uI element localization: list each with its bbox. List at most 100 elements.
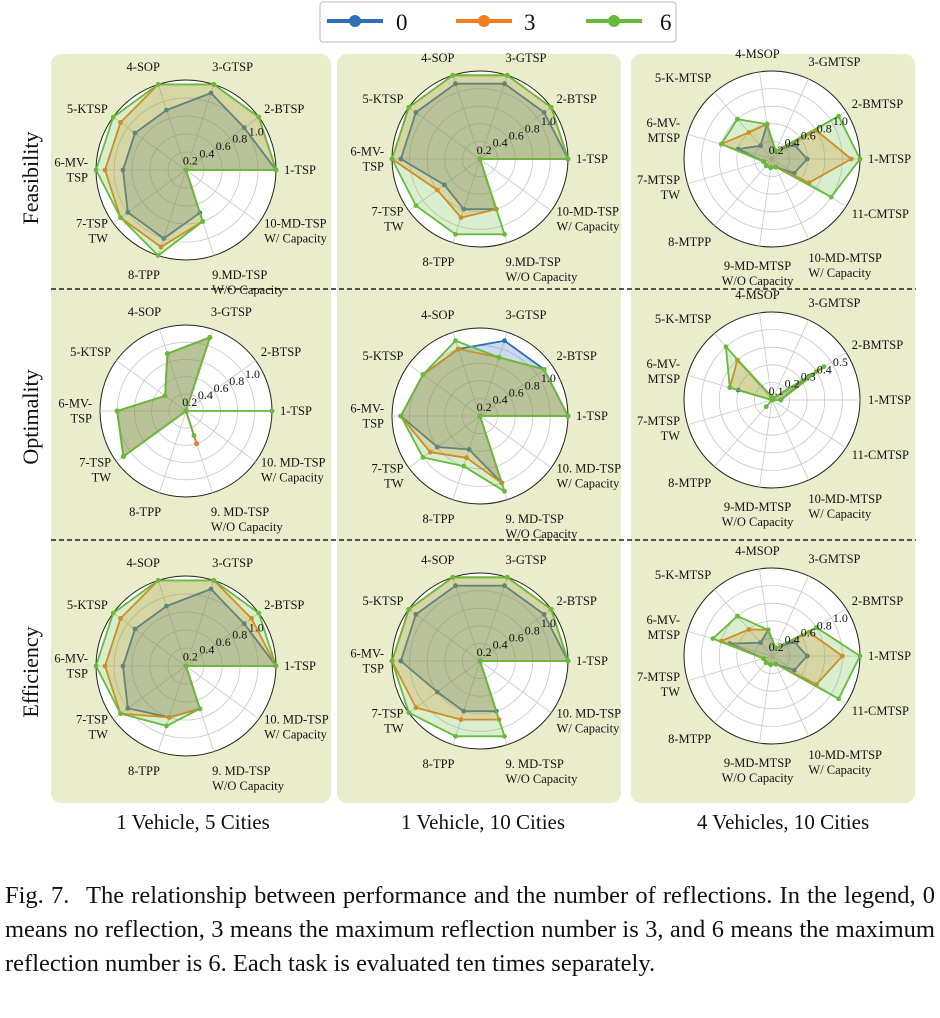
radar-axis-label-line: 3-GTSP	[212, 60, 253, 74]
radar-axis-label-8-tpp: 8-TPP	[129, 505, 161, 519]
radar-point-6-4-sop	[155, 82, 161, 87]
radar-axis-label-line: W/O Capacity	[506, 772, 579, 786]
radar-point-6-11-cmtsp	[769, 397, 775, 403]
radar-point-6-1-mtsp	[857, 653, 863, 659]
radar-point-6-7-tsp-tw	[406, 710, 412, 716]
radar-spoke	[714, 399, 773, 467]
radar-axis-label-10-md-mtsp-w-capacity: 10-MD-MTSP W/ Capacity	[808, 492, 882, 521]
radar-axis-label-line: 2-BTSP	[557, 92, 597, 106]
radar-axis-label-line: 10-MD-MTSP	[808, 492, 882, 506]
radar-point-6-7-tsp-tw	[118, 215, 123, 221]
radar-axis-label-line: 7-TSP	[372, 205, 404, 219]
radar-axis-label-line: 7-TSP	[76, 713, 108, 727]
radar-axis-label-1-mtsp: 1-MTSP	[868, 152, 911, 166]
radar-axis-label-line: 6-MV-	[350, 647, 384, 661]
radar-spoke	[687, 133, 773, 160]
radar-axis-label-line: 6-MV-	[647, 613, 681, 627]
radar-point-0-2-btsp	[541, 110, 547, 115]
radar-point-0-3-gtsp	[502, 338, 507, 344]
radar-axis-label-11-cmtsp: 11-CMTSP	[852, 207, 909, 221]
radar-point-6-5-k-mtsp	[735, 116, 740, 122]
radar-axis-label-line: TSP	[362, 160, 384, 174]
radar-point-6-6-mv-tsp	[389, 156, 395, 162]
radar-efficiency-1-vehicle-5-cities: 0.20.40.60.81.0 1-TSP 2-BTSP 3-GTSP 4-SOP 5-K…	[54, 556, 328, 793]
radar-axis-label-line: 7-TSP	[76, 217, 108, 231]
radar-point-6-2-btsp	[256, 610, 262, 616]
radar-tick-label: 0.3	[801, 370, 816, 384]
radar-axis-label-line: 8-TPP	[423, 255, 455, 269]
radar-point-6-2-btsp	[548, 606, 554, 612]
radar-spoke	[687, 399, 773, 426]
radar-axis-label-4-sop: 4-SOP	[421, 553, 454, 567]
radar-spoke	[687, 158, 773, 185]
radar-point-6-11-cmtsp	[836, 696, 841, 702]
radar-point-0-5-ktsp	[132, 130, 138, 136]
row-title-efficiency: Efficiency	[18, 626, 43, 717]
radar-tick-label: 0.5	[833, 355, 848, 369]
radar-series-6	[712, 615, 861, 700]
radar-point-0-3-gtsp	[208, 90, 214, 96]
radar-point-6-2-btsp	[256, 114, 262, 120]
radar-axis-label-2-btsp: 2-BTSP	[264, 598, 304, 612]
radar-point-3-6-mv-tsp	[102, 663, 108, 669]
radar-point-6-8-tpp	[453, 733, 458, 739]
radar-point-6-5-ktsp	[162, 393, 168, 399]
radar-point-6-9-md-tsp-w-o-capacity	[197, 706, 203, 712]
radar-axis-label-line: 4-SOP	[421, 308, 454, 322]
radar-tick-label: 0.4	[785, 633, 800, 647]
radar-point-6-2-bmtsp	[821, 364, 827, 370]
radar-axis-label-line: W/O Capacity	[506, 527, 579, 541]
radar-axis-label-5-ktsp: 5-KTSP	[70, 345, 111, 359]
radar-axis-label-line: 5-K-MTSP	[655, 568, 711, 582]
radar-axis-label-line: 2-BMTSP	[852, 97, 903, 111]
radar-tick-label: 1.0	[249, 124, 264, 138]
radar-axis-label-line: 10. MD-TSP	[557, 462, 622, 476]
radar-axis-label-6-mv-tsp: 6-MV-TSP	[350, 145, 384, 174]
radar-point-6-6-mv-mtsp	[718, 141, 724, 147]
radar-axis-label-5-ktsp: 5-KTSP	[67, 102, 108, 116]
radar-spoke	[759, 568, 773, 657]
radar-spoke	[759, 312, 773, 401]
radar-axis-label-9-md-tsp-w-o-capacity: 9. MD-TSP W/O Capacity	[212, 764, 285, 793]
radar-point-6-3-gmtsp	[773, 645, 779, 651]
radar-axis-label-line: 3-GMTSP	[808, 55, 860, 69]
radar-tick-label: 0.6	[509, 631, 524, 645]
radar-point-0-4-sop	[453, 81, 458, 87]
radar-axis-label-line: 6-MV-	[54, 652, 88, 666]
radar-axis-label-line: 5-KTSP	[67, 102, 108, 116]
radar-spoke	[157, 580, 187, 667]
radar-axis-label-5-ktsp: 5-KTSP	[363, 92, 404, 106]
column-title-2: 1 Vehicle, 10 Cities	[401, 810, 565, 834]
legend-item-3: 3	[456, 10, 536, 35]
radar-axis-label-line: W/O Capacity	[212, 779, 285, 793]
radar-axis-label-4-sop: 4-SOP	[421, 51, 454, 65]
radar-point-6-3-gtsp	[504, 72, 510, 78]
radar-axis-label-line: 9.MD-TSP	[506, 255, 561, 269]
radar-axis-label-line: 8-MTPP	[668, 476, 711, 490]
radar-axis-label-line: TW	[92, 470, 112, 484]
radar-point-0-5-ktsp	[413, 612, 419, 617]
radar-axis-label-11-cmtsp: 11-CMTSP	[852, 448, 909, 462]
radar-point-6-11-cmtsp	[828, 194, 834, 200]
caption-label: Fig. 7.	[5, 882, 70, 909]
radar-axis-label-7-mtsp-tw: 7-MTSP TW	[637, 414, 680, 443]
radar-axis-label-line: 7-MTSP	[637, 173, 680, 187]
column-title-3: 4 Vehicles, 10 Cities	[697, 810, 869, 834]
radar-axis-label-6-mv-mtsp: 6-MV-MTSP	[647, 357, 681, 386]
figure: 0 3 6 Feasibility Optimality Efficiency …	[18, 1, 916, 834]
radar-axis-label-line: 5-KTSP	[67, 598, 108, 612]
radar-axis-label-6-mv-tsp: 6-MV-TSP	[350, 402, 384, 431]
radar-point-6-8-mtpp	[763, 660, 769, 666]
radar-tick-label: 0.2	[477, 400, 492, 414]
radar-axis-label-5-k-mtsp: 5-K-MTSP	[655, 71, 711, 85]
radar-point-3-8-tpp	[458, 215, 464, 221]
radar-axis-label-line: 4-SOP	[127, 60, 160, 74]
radar-axis-label-line: 7-MTSP	[637, 414, 680, 428]
radar-axis-label-2-btsp: 2-BTSP	[557, 349, 597, 363]
radar-axis-label-3-gmtsp: 3-GMTSP	[808, 296, 860, 310]
radar-axis-label-line: 7-TSP	[372, 462, 404, 476]
radar-axis-label-line: 11-CMTSP	[852, 704, 909, 718]
radar-axis-label-line: W/ Capacity	[264, 232, 328, 246]
radar-point-0-2-btsp	[241, 621, 247, 627]
legend-label-3: 3	[524, 10, 536, 35]
